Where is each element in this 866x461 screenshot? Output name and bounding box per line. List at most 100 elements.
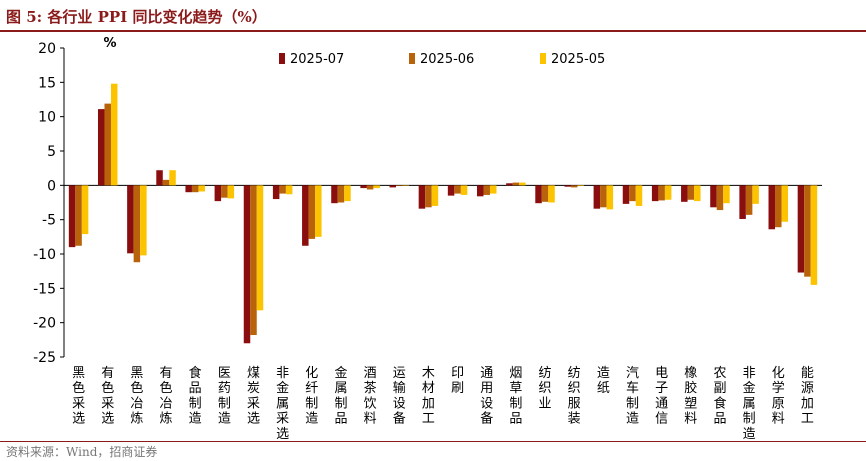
x-tick-label: 制 (743, 412, 756, 427)
bar-2025-07 (622, 185, 630, 204)
x-tick-label: 料 (684, 412, 697, 427)
x-tick-label: 采 (247, 396, 260, 411)
bar-2025-05 (344, 185, 351, 202)
bar-2025-07 (302, 185, 309, 246)
x-tick-label: 织 (568, 381, 581, 396)
bar-2025-06 (658, 185, 665, 201)
bar-2025-07 (331, 185, 338, 204)
x-tick-label: 制 (189, 396, 202, 411)
y-tick-label: -15 (33, 281, 56, 297)
bar-2025-05 (694, 185, 701, 202)
title-rule (0, 30, 866, 32)
x-tick-label: 选 (276, 427, 289, 440)
bar-2025-05 (723, 185, 730, 204)
bar-2025-05 (140, 185, 147, 256)
x-tick-label: 品 (189, 381, 202, 396)
x-tick-label: 品 (334, 412, 347, 427)
y-tick-label: -10 (33, 247, 56, 263)
x-tick-label: 冶 (160, 396, 173, 411)
x-tick-label: 选 (101, 412, 114, 427)
bar-2025-06 (512, 182, 520, 186)
bar-2025-07 (739, 185, 746, 219)
bar-2025-07 (651, 185, 659, 202)
x-tick-label: 化 (772, 366, 785, 381)
bar-2025-05 (752, 185, 759, 204)
bar-2025-06 (570, 185, 578, 188)
x-tick-label: 电 (655, 366, 668, 381)
x-tick-label: 农 (713, 366, 726, 381)
x-tick-label: 设 (393, 396, 406, 411)
x-tick-label: 色 (101, 380, 114, 396)
x-tick-label: 属 (334, 381, 347, 396)
x-tick-label: 业 (539, 396, 552, 411)
bar-2025-06 (687, 185, 695, 200)
x-tick-label: 有 (160, 366, 173, 381)
x-tick-label: 副 (713, 381, 726, 396)
bar-2025-07 (214, 185, 222, 202)
y-tick-label: -20 (33, 316, 56, 332)
bar-2025-07 (768, 185, 776, 230)
x-tick-label: 胶 (684, 380, 697, 396)
bar-2025-06 (775, 185, 782, 228)
bar-2025-06 (629, 185, 636, 202)
x-tick-label: 采 (72, 396, 85, 411)
x-tick-label: 属 (743, 396, 756, 411)
bar-2025-05 (577, 185, 584, 187)
y-tick-label: -5 (42, 213, 56, 229)
bar-2025-07 (127, 185, 134, 254)
x-tick-label: 造 (743, 427, 756, 440)
x-tick-label: 造 (218, 412, 231, 427)
bar-2025-06 (308, 185, 316, 239)
x-tick-label: 化 (305, 366, 318, 381)
bar-2025-05 (198, 185, 205, 192)
bar-2025-05 (169, 170, 176, 186)
x-tick-label: 汽 (626, 366, 639, 381)
x-tick-label: 学 (772, 380, 785, 396)
source-note: 资料来源：Wind，招商证券 (6, 445, 158, 459)
bar-2025-07 (156, 170, 163, 186)
x-tick-label: 草 (509, 381, 522, 396)
x-tick-label: 印 (451, 366, 464, 381)
bar-2025-07 (506, 183, 513, 186)
x-tick-label: 采 (101, 396, 114, 411)
y-tick-label: 10 (38, 110, 56, 126)
x-tick-label: 通 (480, 366, 493, 381)
x-tick-label: 制 (305, 396, 318, 411)
legend-swatch (409, 53, 415, 64)
x-tick-label: 纺 (568, 366, 581, 381)
bar-2025-07 (97, 109, 105, 186)
x-tick-label: 有 (101, 366, 114, 381)
x-tick-label: 工 (801, 412, 814, 427)
x-tick-label: 子 (655, 381, 668, 396)
x-tick-label: 品 (509, 412, 522, 427)
bar-2025-05 (489, 185, 497, 194)
bar-2025-06 (716, 185, 724, 211)
x-tick-label: 源 (801, 381, 814, 396)
x-tick-label: 输 (393, 380, 406, 396)
bar-2025-05 (548, 185, 555, 203)
x-tick-label: 冶 (130, 396, 143, 411)
x-tick-label: 品 (713, 412, 726, 427)
bar-2025-06 (162, 179, 170, 186)
y-tick-label: -25 (33, 350, 56, 366)
bar-2025-07 (243, 185, 251, 344)
y-unit-label: % (103, 36, 116, 51)
bar-2025-05 (256, 185, 264, 311)
x-tick-label: 加 (801, 396, 814, 411)
x-tick-label: 加 (422, 396, 435, 411)
bar-2025-07 (710, 185, 717, 208)
x-tick-label: 色 (72, 380, 85, 396)
x-tick-label: 炭 (247, 381, 260, 396)
x-tick-label: 色 (160, 380, 173, 396)
x-tick-label: 茶 (364, 380, 377, 396)
x-tick-label: 织 (539, 381, 552, 396)
bar-2025-05 (227, 185, 235, 199)
x-tick-label: 医 (218, 366, 231, 381)
bar-2025-05 (635, 185, 643, 206)
bar-2025-05 (781, 185, 789, 222)
bar-2025-06 (104, 103, 111, 186)
bar-2025-06 (221, 185, 228, 198)
y-tick-label: 0 (47, 178, 56, 194)
bar-2025-05 (81, 185, 89, 235)
x-tick-label: 黑 (72, 366, 85, 381)
